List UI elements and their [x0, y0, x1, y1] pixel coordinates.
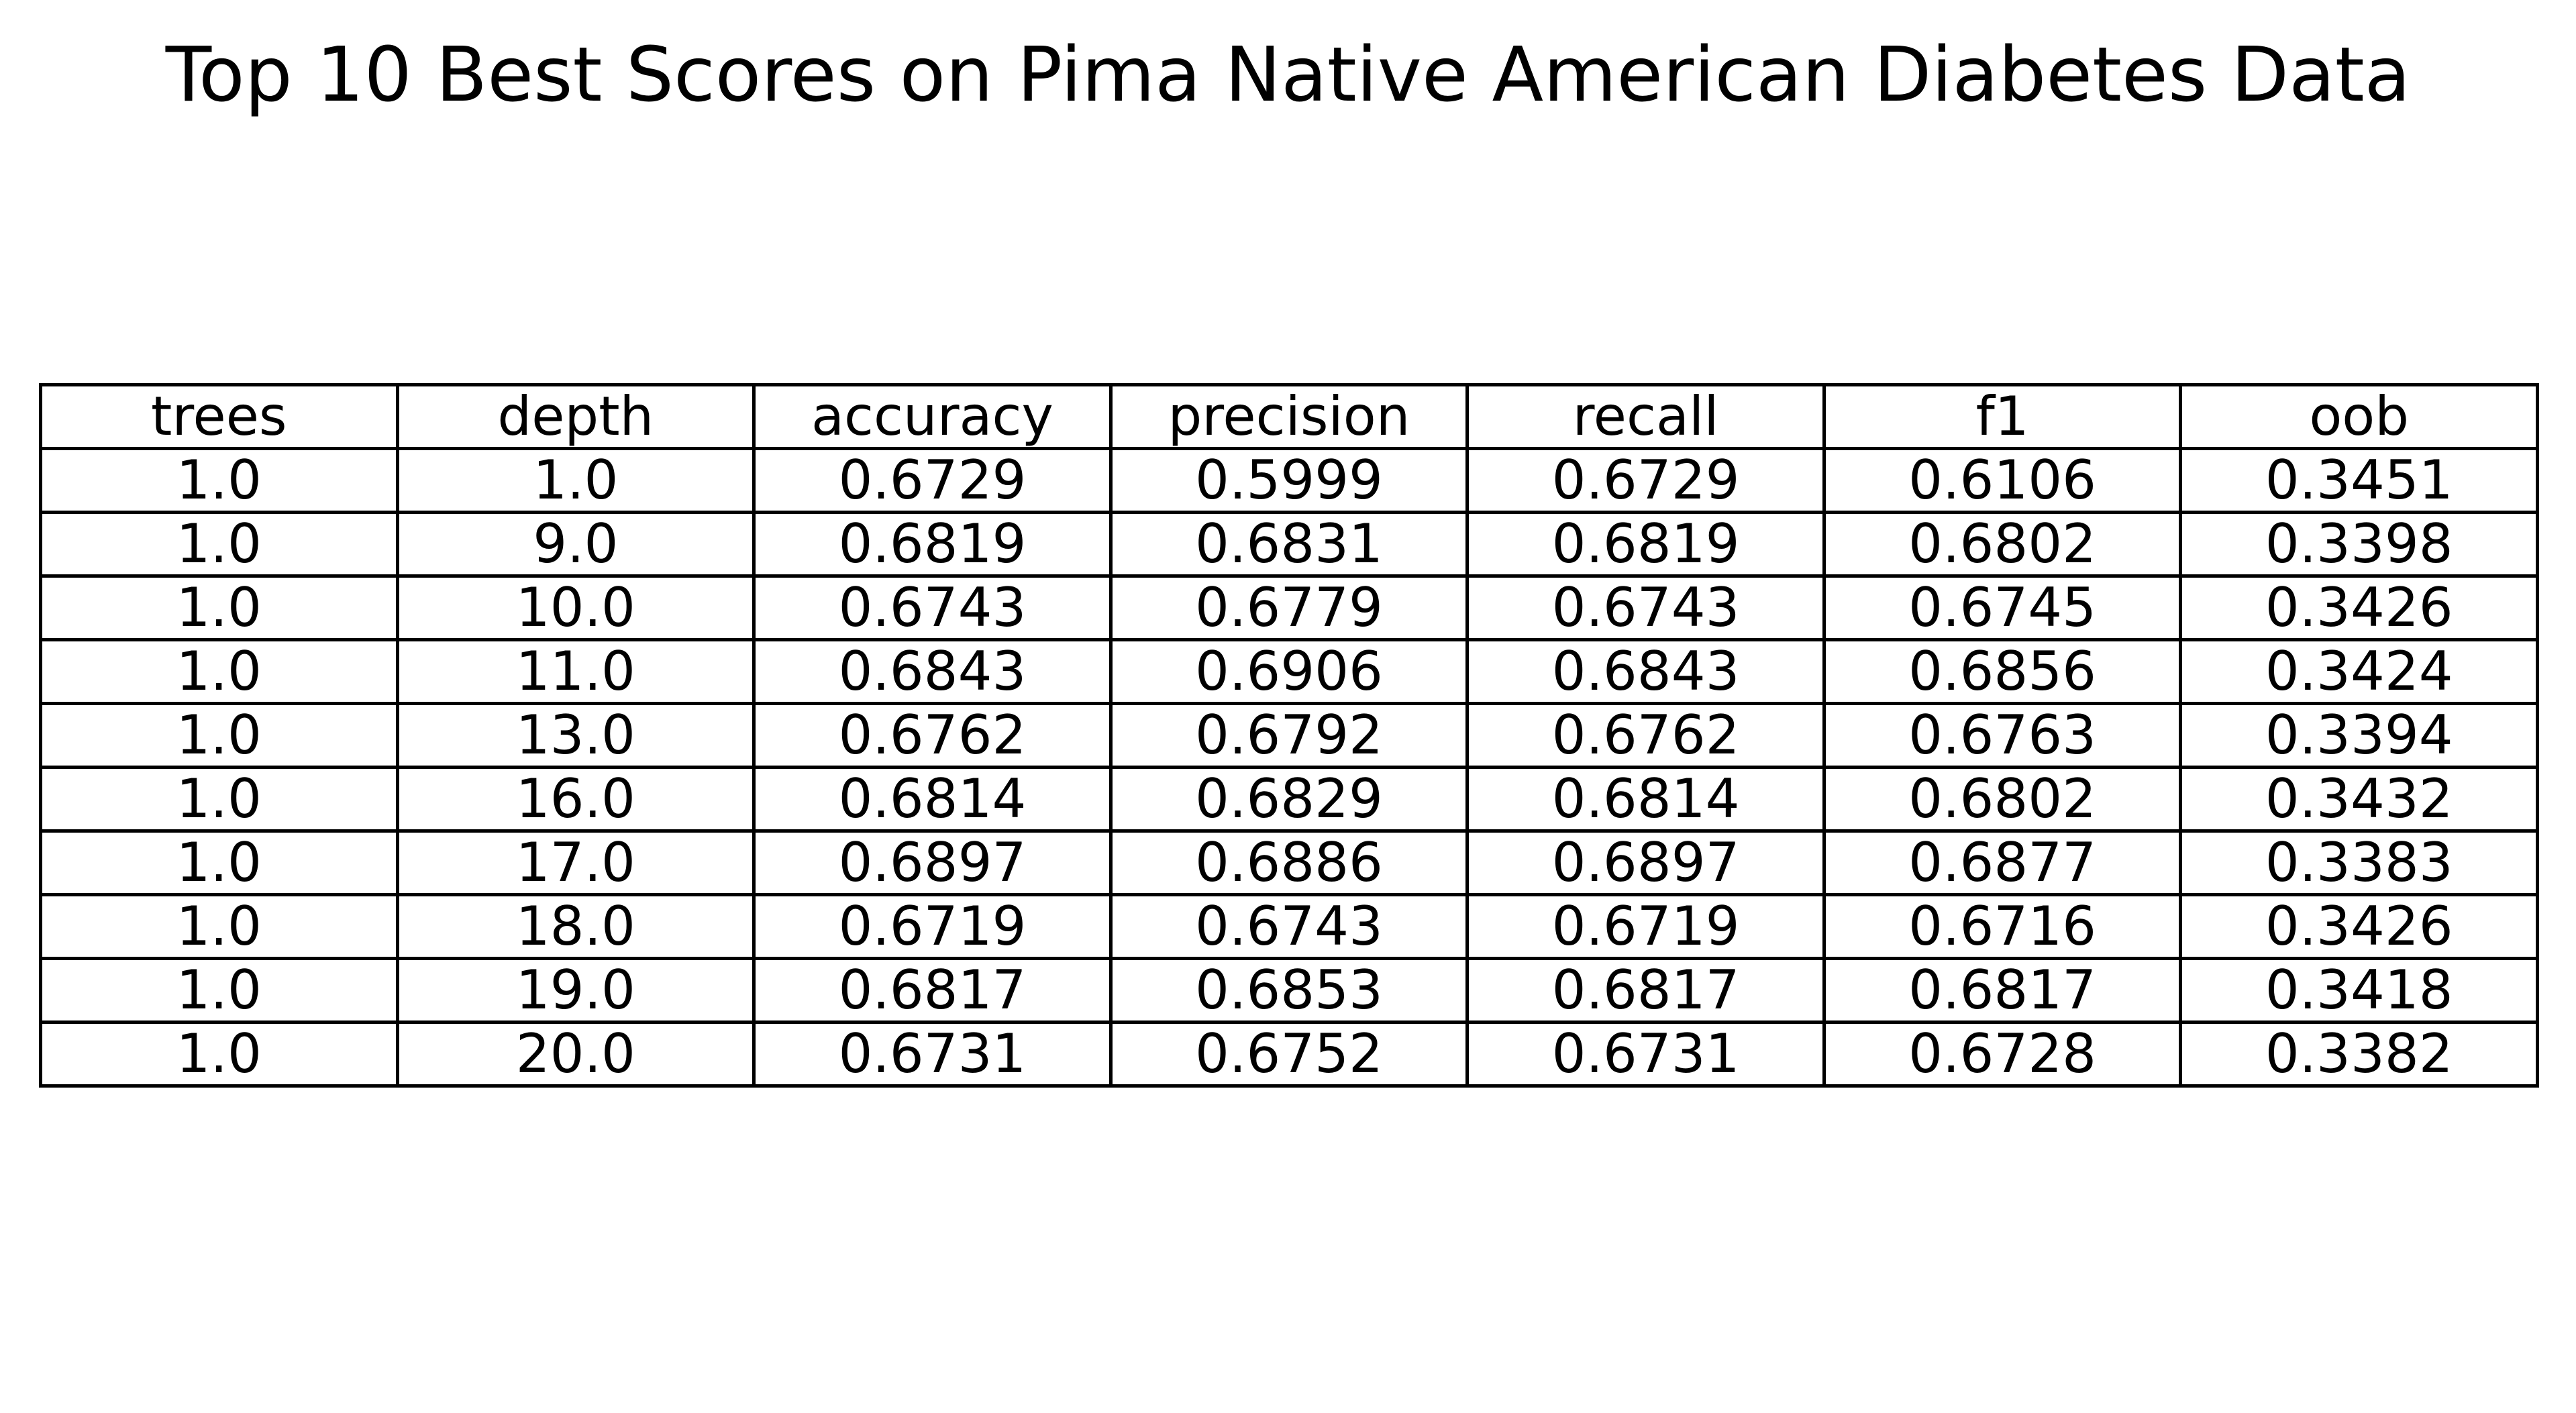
table-cell-precision: 0.5999 — [1109, 447, 1470, 514]
table-cell-depth: 17.0 — [395, 829, 756, 896]
table-cell-f1: 0.6716 — [1822, 893, 2183, 960]
table-cell-f1: 0.6745 — [1822, 574, 2183, 641]
table-cell-trees: 1.0 — [39, 829, 399, 896]
table-cell-depth: 13.0 — [395, 702, 756, 769]
table-row: 1.0 17.0 0.6897 0.6886 0.6897 0.6877 0.3383 — [39, 829, 2539, 896]
column-header-trees: trees — [39, 383, 399, 450]
column-header-oob: oob — [2179, 383, 2539, 450]
table-cell-trees: 1.0 — [39, 702, 399, 769]
table-cell-precision: 0.6906 — [1109, 638, 1470, 705]
table-cell-accuracy: 0.6817 — [752, 957, 1113, 1024]
table-cell-precision: 0.6743 — [1109, 893, 1470, 960]
table-cell-precision: 0.6853 — [1109, 957, 1470, 1024]
table-row: 1.0 20.0 0.6731 0.6752 0.6731 0.6728 0.3382 — [39, 1020, 2539, 1088]
table-cell-f1: 0.6106 — [1822, 447, 2183, 514]
table-cell-recall: 0.6843 — [1465, 638, 1826, 705]
table-cell-accuracy: 0.6819 — [752, 511, 1113, 578]
column-header-accuracy: accuracy — [752, 383, 1113, 450]
table-cell-oob: 0.3426 — [2179, 893, 2539, 960]
table-cell-depth: 10.0 — [395, 574, 756, 641]
table-body: 1.0 1.0 0.6729 0.5999 0.6729 0.6106 0.3451 1.0 9… — [39, 447, 2539, 1088]
column-header-recall: recall — [1465, 383, 1826, 450]
table-cell-trees: 1.0 — [39, 957, 399, 1024]
table-cell-accuracy: 0.6897 — [752, 829, 1113, 896]
table-cell-trees: 1.0 — [39, 511, 399, 578]
table-cell-depth: 11.0 — [395, 638, 756, 705]
table-cell-oob: 0.3394 — [2179, 702, 2539, 769]
table-row: 1.0 18.0 0.6719 0.6743 0.6719 0.6716 0.3426 — [39, 893, 2539, 960]
table-cell-f1: 0.6802 — [1822, 511, 2183, 578]
table-cell-depth: 19.0 — [395, 957, 756, 1024]
table-cell-recall: 0.6729 — [1465, 447, 1826, 514]
table-cell-oob: 0.3382 — [2179, 1020, 2539, 1088]
table-cell-recall: 0.6819 — [1465, 511, 1826, 578]
table-cell-trees: 1.0 — [39, 574, 399, 641]
table-cell-f1: 0.6856 — [1822, 638, 2183, 705]
table-cell-depth: 1.0 — [395, 447, 756, 514]
table-cell-precision: 0.6831 — [1109, 511, 1470, 578]
table-cell-recall: 0.6743 — [1465, 574, 1826, 641]
table-cell-accuracy: 0.6814 — [752, 766, 1113, 833]
table-row: 1.0 11.0 0.6843 0.6906 0.6843 0.6856 0.3424 — [39, 638, 2539, 705]
table-cell-recall: 0.6814 — [1465, 766, 1826, 833]
table-cell-oob: 0.3383 — [2179, 829, 2539, 896]
table-row: 1.0 10.0 0.6743 0.6779 0.6743 0.6745 0.3426 — [39, 574, 2539, 641]
table-row: 1.0 19.0 0.6817 0.6853 0.6817 0.6817 0.3418 — [39, 957, 2539, 1024]
table-row: 1.0 13.0 0.6762 0.6792 0.6762 0.6763 0.3394 — [39, 702, 2539, 769]
table-cell-recall: 0.6762 — [1465, 702, 1826, 769]
table-cell-accuracy: 0.6762 — [752, 702, 1113, 769]
table-row: 1.0 16.0 0.6814 0.6829 0.6814 0.6802 0.3432 — [39, 766, 2539, 833]
table-cell-precision: 0.6792 — [1109, 702, 1470, 769]
table-cell-oob: 0.3451 — [2179, 447, 2539, 514]
table-cell-trees: 1.0 — [39, 638, 399, 705]
table-cell-precision: 0.6752 — [1109, 1020, 1470, 1088]
table-cell-oob: 0.3426 — [2179, 574, 2539, 641]
table-cell-recall: 0.6897 — [1465, 829, 1826, 896]
table-cell-recall: 0.6731 — [1465, 1020, 1826, 1088]
table-cell-precision: 0.6886 — [1109, 829, 1470, 896]
table-cell-depth: 20.0 — [395, 1020, 756, 1088]
header-row: trees depth accuracy precision recall f1… — [39, 383, 2539, 450]
table-cell-recall: 0.6817 — [1465, 957, 1826, 1024]
table-cell-accuracy: 0.6729 — [752, 447, 1113, 514]
table-cell-oob: 0.3432 — [2179, 766, 2539, 833]
table-cell-oob: 0.3424 — [2179, 638, 2539, 705]
table-cell-precision: 0.6829 — [1109, 766, 1470, 833]
table-cell-trees: 1.0 — [39, 893, 399, 960]
column-header-precision: precision — [1109, 383, 1470, 450]
table-row: 1.0 1.0 0.6729 0.5999 0.6729 0.6106 0.3451 — [39, 447, 2539, 514]
table-cell-f1: 0.6728 — [1822, 1020, 2183, 1088]
table-cell-trees: 1.0 — [39, 447, 399, 514]
table-cell-accuracy: 0.6843 — [752, 638, 1113, 705]
table-cell-depth: 18.0 — [395, 893, 756, 960]
table-cell-trees: 1.0 — [39, 766, 399, 833]
table-cell-oob: 0.3418 — [2179, 957, 2539, 1024]
table-cell-f1: 0.6802 — [1822, 766, 2183, 833]
table-cell-accuracy: 0.6719 — [752, 893, 1113, 960]
table-header: trees depth accuracy precision recall f1… — [39, 383, 2539, 450]
scores-table: trees depth accuracy precision recall f1… — [39, 383, 2539, 1088]
column-header-depth: depth — [395, 383, 756, 450]
table-cell-f1: 0.6817 — [1822, 957, 2183, 1024]
table-cell-f1: 0.6877 — [1822, 829, 2183, 896]
table-cell-f1: 0.6763 — [1822, 702, 2183, 769]
table-cell-depth: 9.0 — [395, 511, 756, 578]
table-cell-precision: 0.6779 — [1109, 574, 1470, 641]
table-cell-oob: 0.3398 — [2179, 511, 2539, 578]
column-header-f1: f1 — [1822, 383, 2183, 450]
table-cell-trees: 1.0 — [39, 1020, 399, 1088]
scores-table-container: trees depth accuracy precision recall f1… — [39, 383, 2539, 1088]
table-cell-depth: 16.0 — [395, 766, 756, 833]
table-cell-accuracy: 0.6743 — [752, 574, 1113, 641]
table-cell-accuracy: 0.6731 — [752, 1020, 1113, 1088]
table-row: 1.0 9.0 0.6819 0.6831 0.6819 0.6802 0.3398 — [39, 511, 2539, 578]
chart-title: Top 10 Best Scores on Pima Native Americ… — [165, 32, 2411, 119]
table-cell-recall: 0.6719 — [1465, 893, 1826, 960]
